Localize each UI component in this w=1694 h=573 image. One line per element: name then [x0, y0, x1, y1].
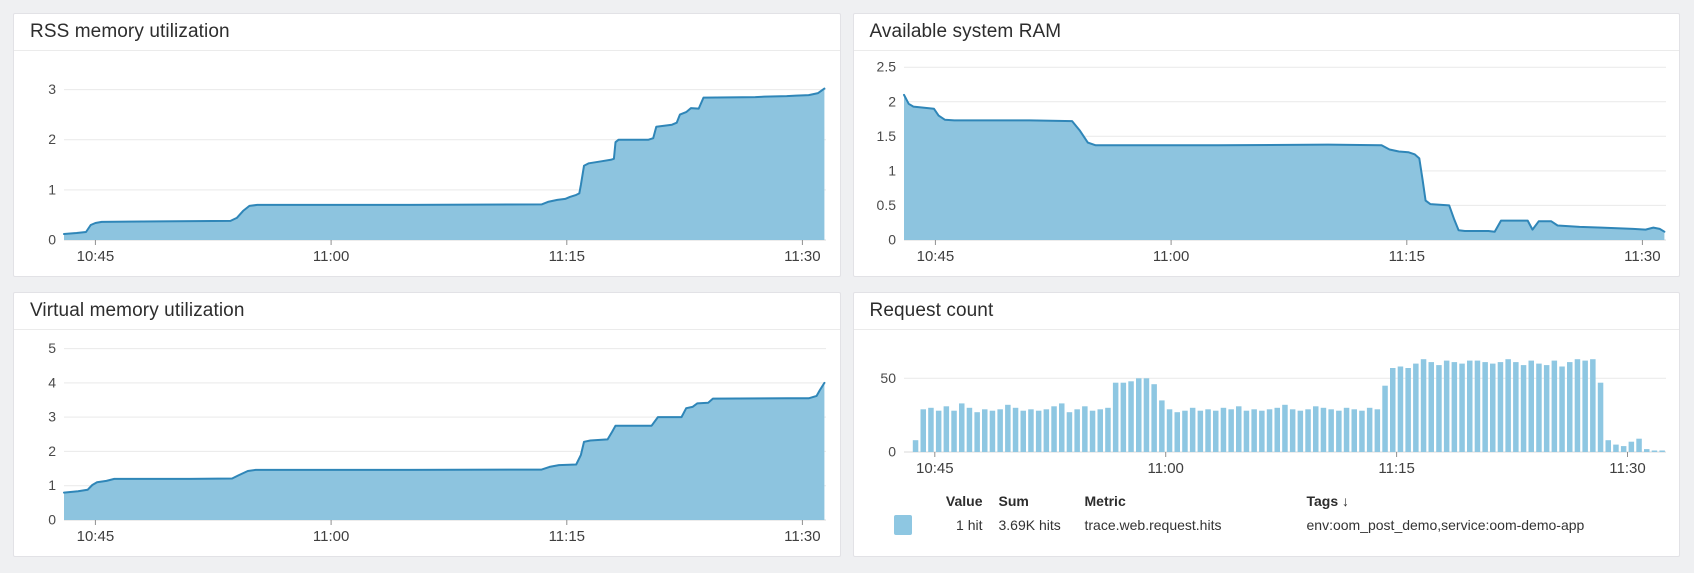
panel-body-rss-memory: 0 1 2 3 10:45 11:00 11:15 11:30: [14, 51, 840, 276]
panel-title-request-count: Request count: [853, 293, 1679, 330]
svg-text:2: 2: [48, 131, 56, 147]
svg-text:11:15: 11:15: [549, 528, 585, 545]
svg-text:11:30: 11:30: [1609, 460, 1645, 477]
panel-rss-memory: RSS memory utilization 0 1 2 3 10:45 11:00 11:…: [13, 13, 841, 277]
svg-text:1: 1: [888, 162, 896, 178]
panel-body-available-ram: 0 0.5 1 1.5 2 2.5 10:45 11:00 11:15 11:30: [854, 51, 1680, 276]
legend-header-value[interactable]: Value: [945, 493, 983, 509]
svg-text:11:30: 11:30: [1624, 248, 1660, 265]
legend-cell-value[interactable]: 1 hit: [956, 517, 983, 533]
panel-title-rss-memory: RSS memory utilization: [14, 14, 840, 51]
legend-table: Value Sum Metric Tags ↓ 1 hit 3.69K hits…: [854, 480, 1680, 556]
svg-text:11:15: 11:15: [1388, 248, 1424, 265]
svg-text:10:45: 10:45: [77, 528, 115, 545]
svg-text:11:30: 11:30: [784, 248, 820, 265]
svg-text:0: 0: [48, 512, 56, 528]
panel-available-ram: Available system RAM 0 0.5 1 1.5 2 2.5 10:45 11…: [852, 13, 1680, 277]
svg-text:5: 5: [48, 340, 56, 356]
panel-title-available-ram: Available system RAM: [853, 14, 1679, 51]
svg-text:2: 2: [48, 443, 56, 459]
panel-body-virtual-memory: 0 1 2 3 4 5 10:45 11:00 11:15 11:30: [14, 330, 840, 556]
request-count-bar-chart[interactable]: 0 50 10:45 11:00 11:15 11:30: [854, 330, 1680, 480]
virtual-memory-area-chart[interactable]: 0 1 2 3 4 5 10:45 11:00 11:15 11:30: [14, 330, 840, 556]
svg-text:0: 0: [888, 232, 896, 248]
svg-text:1.5: 1.5: [876, 128, 896, 144]
svg-text:11:30: 11:30: [784, 528, 820, 545]
svg-text:11:00: 11:00: [313, 528, 349, 545]
svg-text:50: 50: [880, 370, 896, 386]
dashboard: RSS memory utilization 0 1 2 3 10:45 11:00 11:…: [13, 13, 1680, 557]
panel-body-request-count: 0 50 10:45 11:00 11:15 11:30 Value Sum Metric…: [854, 330, 1680, 556]
panel-request-count: Request count 0 50 10:45 11:00 11:15 11:30 Va…: [852, 292, 1680, 557]
panel-virtual-memory: Virtual memory utilization 0 1 2 3 4 5 10:45 11…: [13, 292, 841, 557]
svg-text:11:15: 11:15: [549, 248, 585, 265]
svg-text:1: 1: [48, 181, 56, 197]
svg-text:0.5: 0.5: [876, 197, 896, 213]
svg-text:11:00: 11:00: [1152, 248, 1188, 265]
svg-text:10:45: 10:45: [916, 248, 954, 265]
svg-text:3: 3: [48, 409, 56, 425]
rss-memory-area-chart[interactable]: 0 1 2 3 10:45 11:00 11:15 11:30: [14, 51, 840, 276]
svg-text:2.5: 2.5: [876, 59, 896, 75]
svg-text:10:45: 10:45: [77, 248, 115, 265]
panel-title-virtual-memory: Virtual memory utilization: [14, 293, 840, 330]
svg-text:0: 0: [48, 232, 56, 248]
svg-text:2: 2: [888, 93, 896, 109]
legend-header-sum[interactable]: Sum: [998, 493, 1029, 509]
legend-color-swatch[interactable]: [893, 515, 912, 535]
legend-header-metric[interactable]: Metric: [1084, 493, 1126, 509]
legend-cell-metric[interactable]: trace.web.request.hits: [1084, 517, 1222, 533]
svg-text:0: 0: [888, 444, 896, 460]
legend-header-tags-sort[interactable]: Tags ↓: [1306, 493, 1350, 509]
svg-text:4: 4: [48, 374, 56, 390]
svg-text:11:00: 11:00: [1147, 460, 1183, 477]
svg-text:10:45: 10:45: [916, 460, 954, 477]
legend-cell-tags[interactable]: env:oom_post_demo,service:oom-demo-app: [1306, 517, 1585, 533]
svg-text:3: 3: [48, 81, 56, 97]
svg-text:11:00: 11:00: [313, 248, 349, 265]
svg-text:1: 1: [48, 477, 56, 493]
svg-text:11:15: 11:15: [1378, 460, 1414, 477]
legend-cell-sum[interactable]: 3.69K hits: [998, 517, 1061, 533]
available-ram-area-chart[interactable]: 0 0.5 1 1.5 2 2.5 10:45 11:00 11:15 11:30: [854, 51, 1680, 276]
